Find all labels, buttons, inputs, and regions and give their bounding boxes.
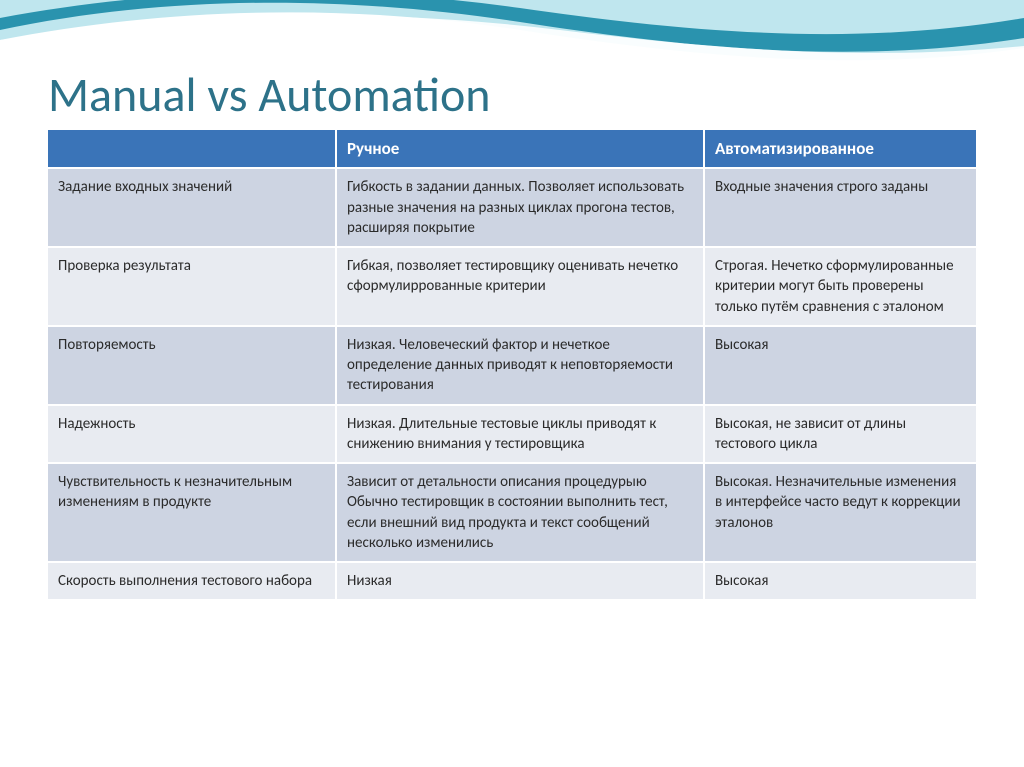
cell-auto: Входные значения строго заданы [704,168,976,247]
cell-auto: Высокая, не зависит от длины тестового ц… [704,405,976,464]
table-row: Повторяемость Низкая. Человеческий факто… [48,326,976,405]
cell-criteria: Надежность [48,405,336,464]
cell-criteria: Проверка результата [48,247,336,326]
table-row: Проверка результата Гибкая, позволяет те… [48,247,976,326]
cell-criteria: Чувствительность к незначительным измене… [48,463,336,562]
slide-title: Manual vs Automation [48,70,976,120]
cell-manual: Низкая [336,562,704,599]
cell-criteria: Повторяемость [48,326,336,405]
cell-criteria: Задание входных значений [48,168,336,247]
cell-manual: Гибкость в задании данных. Позволяет исп… [336,168,704,247]
table-row: Задание входных значений Гибкость в зада… [48,168,976,247]
cell-auto: Высокая. Незначительные изменения в инте… [704,463,976,562]
col-header-auto: Автоматизированное [704,130,976,168]
table-header-row: Ручное Автоматизированное [48,130,976,168]
cell-manual: Зависит от детальности описания процедур… [336,463,704,562]
comparison-table: Ручное Автоматизированное Задание входны… [48,130,976,599]
table-row: Чувствительность к незначительным измене… [48,463,976,562]
cell-auto: Высокая [704,562,976,599]
cell-auto: Строгая. Нечетко сформулированные критер… [704,247,976,326]
table-row: Надежность Низкая. Длительные тестовые ц… [48,405,976,464]
cell-criteria: Скорость выполнения тестового набора [48,562,336,599]
col-header-criteria [48,130,336,168]
cell-auto: Высокая [704,326,976,405]
col-header-manual: Ручное [336,130,704,168]
cell-manual: Низкая. Человеческий фактор и нечеткое о… [336,326,704,405]
cell-manual: Низкая. Длительные тестовые циклы привод… [336,405,704,464]
cell-manual: Гибкая, позволяет тестировщику оценивать… [336,247,704,326]
table-row: Скорость выполнения тестового набора Низ… [48,562,976,599]
slide-content: Manual vs Automation Ручное Автоматизиро… [0,0,1024,599]
